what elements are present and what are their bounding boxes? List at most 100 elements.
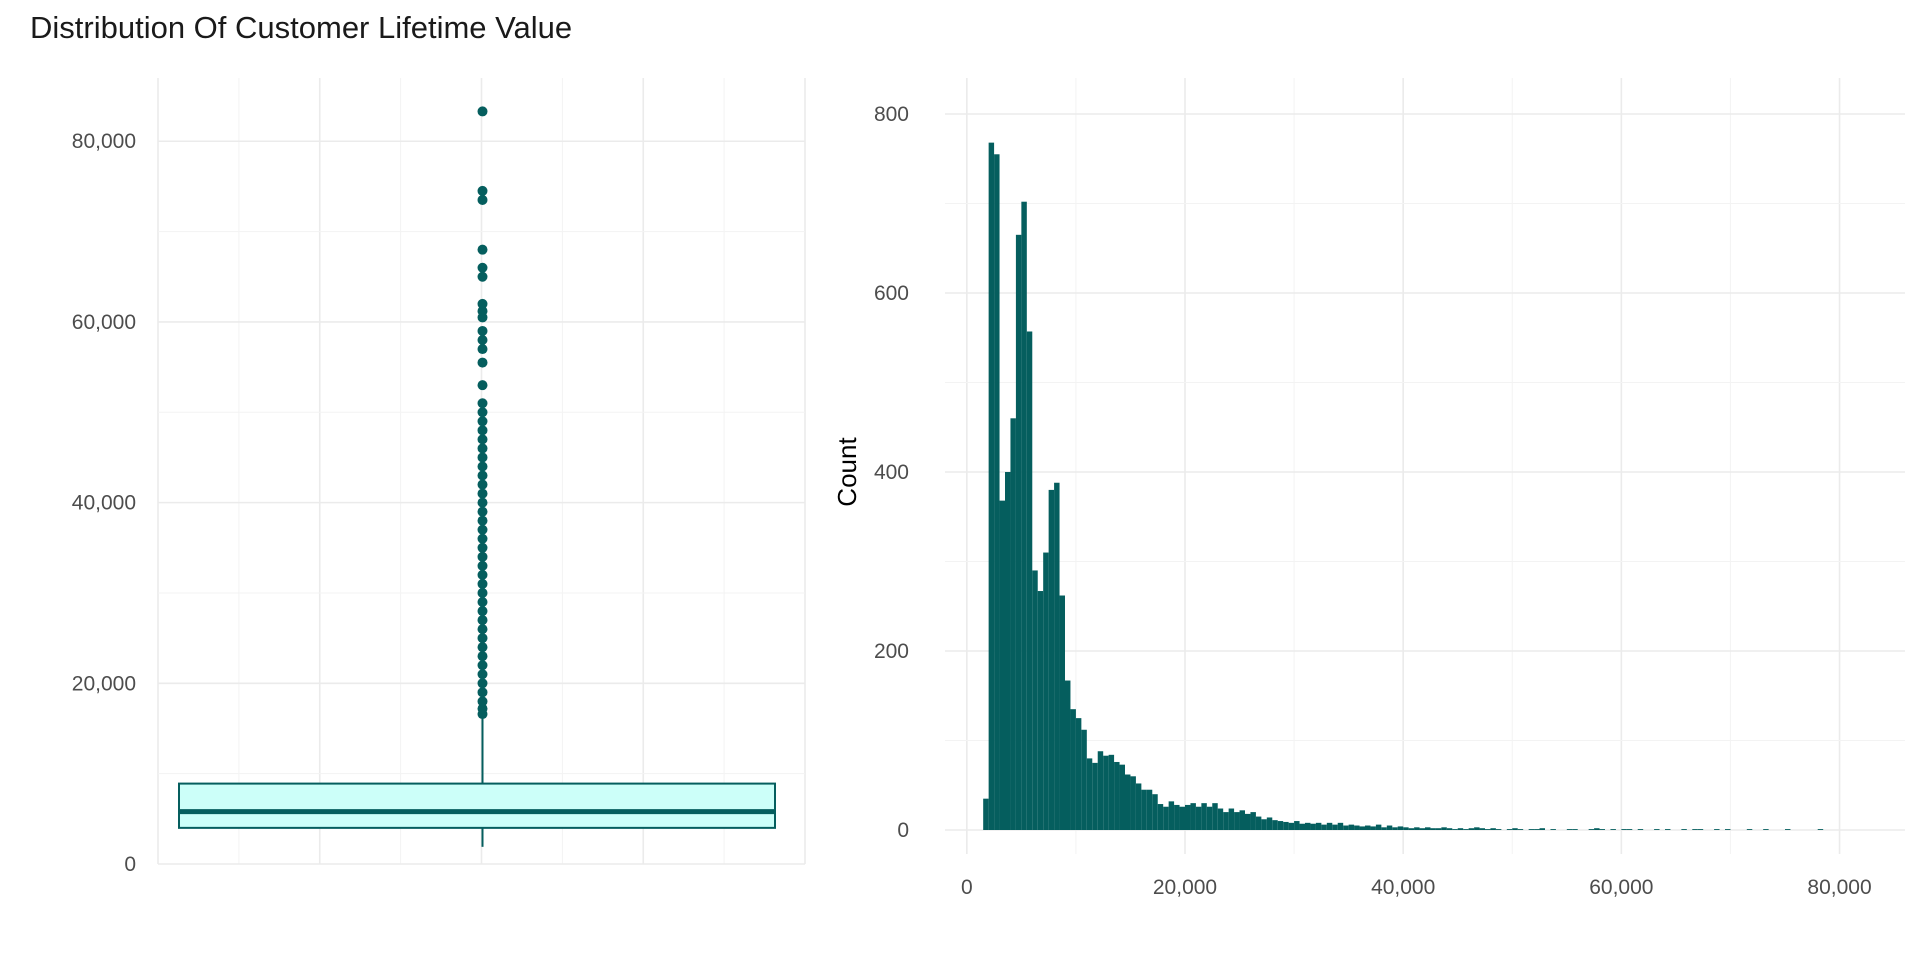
histogram-bar xyxy=(1457,828,1464,830)
outlier-point xyxy=(477,703,488,714)
outlier-point xyxy=(477,416,488,427)
histogram-bar xyxy=(1468,828,1475,830)
histogram-bar xyxy=(1539,828,1545,830)
histogram-bar xyxy=(1665,829,1671,830)
histogram-bar xyxy=(1817,829,1824,830)
histogram-bar xyxy=(1714,829,1720,830)
histogram-bar xyxy=(1305,822,1311,830)
outlier-point xyxy=(477,262,488,273)
histogram-bar xyxy=(1310,823,1316,830)
iqr-box xyxy=(178,782,776,829)
histogram-bar xyxy=(1763,829,1769,830)
outlier-point xyxy=(477,660,488,671)
histogram-bar xyxy=(1125,774,1131,830)
y-tick-label: 40,000 xyxy=(72,492,136,515)
histogram-bar xyxy=(1626,829,1633,830)
histogram-bar xyxy=(1299,823,1305,830)
histogram-bar xyxy=(1266,817,1273,830)
page-title: Distribution Of Customer Lifetime Value xyxy=(30,10,573,45)
histogram-bar xyxy=(1146,789,1153,830)
histogram-bar xyxy=(1163,806,1169,830)
outlier-point xyxy=(477,515,488,526)
histogram-bar xyxy=(1599,829,1605,830)
histogram-bar xyxy=(1174,804,1180,830)
histogram-bar xyxy=(1135,783,1142,830)
outlier-point xyxy=(477,398,488,409)
y-tick-label: 0 xyxy=(897,819,909,842)
outlier-point xyxy=(477,106,488,117)
histogram-bar xyxy=(1359,826,1365,830)
histogram-bar xyxy=(1365,825,1371,830)
histogram-bar xyxy=(1157,804,1164,830)
histogram-bar xyxy=(1103,755,1109,830)
y-tick-label: 80,000 xyxy=(72,130,136,153)
histogram-bar xyxy=(1463,829,1469,830)
histogram-bar xyxy=(999,500,1005,830)
histogram-bar xyxy=(1403,827,1409,830)
histogram-bar xyxy=(1288,822,1295,830)
y-tick-label: 400 xyxy=(874,461,909,484)
histogram-bar xyxy=(1517,829,1524,830)
histogram-bar xyxy=(1425,827,1431,830)
histogram-bar xyxy=(1430,828,1436,830)
outlier-point xyxy=(477,606,488,617)
outlier-point xyxy=(477,488,488,499)
histogram-bar xyxy=(1168,801,1175,830)
histogram-bar xyxy=(1065,680,1071,830)
outlier-point xyxy=(477,335,488,345)
histogram-bar xyxy=(1255,816,1262,830)
histogram-bar xyxy=(1392,827,1398,830)
outlier-point xyxy=(477,597,488,607)
outlier-point xyxy=(477,696,488,707)
histogram-bar xyxy=(1081,729,1087,830)
outlier-point xyxy=(477,452,488,463)
histogram-bar xyxy=(1234,812,1240,830)
histogram-bar xyxy=(1506,829,1513,830)
histogram-bar xyxy=(1332,824,1338,830)
histogram-bar xyxy=(1223,812,1229,830)
histogram-bar xyxy=(1375,824,1382,830)
outlier-point xyxy=(477,524,488,535)
histogram-bar xyxy=(1059,595,1065,830)
histogram-bar xyxy=(1681,829,1687,830)
histogram-bar xyxy=(1261,819,1267,830)
histogram-bar xyxy=(1048,489,1055,830)
histogram-bar xyxy=(1785,829,1791,830)
outlier-point xyxy=(477,615,488,626)
histogram-bar xyxy=(1108,754,1115,830)
outlier-point xyxy=(477,678,488,689)
histogram-bar xyxy=(1321,824,1327,830)
outlier-point xyxy=(477,443,488,454)
outlier-point xyxy=(477,624,488,635)
histogram-bar xyxy=(1005,472,1011,830)
histogram-bar xyxy=(1179,806,1185,830)
histogram-bar xyxy=(1070,709,1076,830)
histogram-bar xyxy=(1697,829,1704,830)
histogram-bar xyxy=(1621,829,1627,830)
histogram-bar xyxy=(1185,804,1191,830)
histogram-bar xyxy=(1337,822,1344,830)
histogram-bar xyxy=(1512,828,1518,830)
histogram-bar xyxy=(1435,828,1442,830)
histogram-bar xyxy=(1201,803,1207,830)
outlier-point xyxy=(477,587,488,598)
histogram-bar xyxy=(1408,828,1415,830)
histogram-bar xyxy=(1272,820,1278,830)
histogram-bar xyxy=(1195,806,1202,830)
histogram-bar xyxy=(1441,827,1447,830)
outlier-point xyxy=(477,633,488,644)
outlier-point xyxy=(477,194,488,205)
outlier-point xyxy=(477,669,488,680)
y-tick-label: 200 xyxy=(874,640,909,663)
outlier-point xyxy=(477,578,488,589)
histogram-bar xyxy=(1572,829,1578,830)
histogram-bar xyxy=(1130,776,1136,830)
histogram-bar xyxy=(1326,822,1333,830)
outlier-point xyxy=(477,185,488,196)
y-tick-label: 60,000 xyxy=(72,311,136,334)
histogram-bar xyxy=(1015,234,1022,830)
outlier-point xyxy=(477,434,488,445)
outlier-point xyxy=(477,306,488,317)
outlier-point xyxy=(477,407,488,418)
